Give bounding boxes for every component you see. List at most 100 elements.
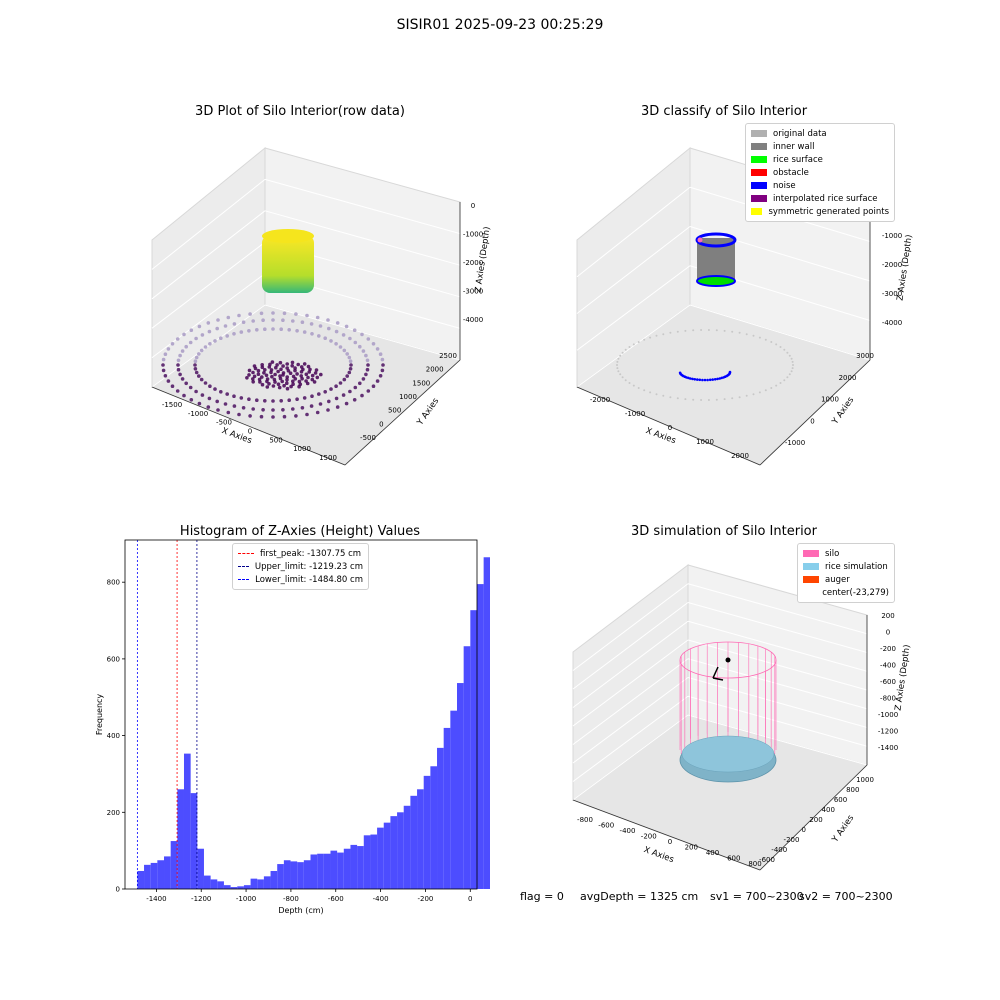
- data-point: [310, 332, 314, 336]
- histogram-bar: [410, 795, 418, 889]
- data-point: [271, 318, 275, 322]
- legend-entry: first_peak: -1307.75 cm: [238, 547, 363, 560]
- legend-label: inner wall: [773, 141, 815, 152]
- x-tick-label: 0: [468, 895, 472, 903]
- data-point: [290, 360, 295, 365]
- data-point: [280, 379, 284, 384]
- histogram-bar: [423, 775, 431, 889]
- histogram-bar: [210, 879, 218, 889]
- data-point: [285, 366, 289, 370]
- data-point: [347, 370, 352, 375]
- data-point: [260, 382, 265, 387]
- data-point: [194, 370, 199, 375]
- data-point: [381, 363, 385, 367]
- data-point: [216, 318, 220, 322]
- y-tick-label: -600: [759, 856, 775, 864]
- data-point: [279, 367, 283, 372]
- data-point: [260, 363, 264, 367]
- data-point: [197, 374, 201, 378]
- data-point: [775, 343, 778, 346]
- data-point: [285, 381, 289, 385]
- histogram-bar: [337, 852, 344, 889]
- histogram-bar: [397, 812, 404, 889]
- data-point: [248, 312, 252, 316]
- histogram-bar: [370, 834, 378, 889]
- data-point: [286, 369, 291, 373]
- data-point: [178, 372, 182, 377]
- data-point: [189, 328, 194, 332]
- legend-swatch: [751, 208, 763, 215]
- data-point: [310, 394, 314, 398]
- data-point: [783, 379, 786, 382]
- data-point: [265, 385, 270, 389]
- data-point: [365, 367, 370, 372]
- data-point: [299, 374, 303, 378]
- data-point: [193, 367, 198, 371]
- x-tick-label: 1000: [293, 445, 311, 453]
- grid-line: [687, 602, 868, 653]
- data-point: [315, 315, 320, 320]
- data-point: [270, 374, 274, 379]
- data-point: [344, 401, 349, 406]
- data-point: [319, 372, 323, 377]
- data-point: [285, 362, 289, 366]
- histogram-bar: [303, 860, 311, 889]
- data-point: [207, 329, 212, 334]
- legend-label: symmetric generated points: [768, 206, 889, 217]
- x-tick-label: 500: [269, 436, 282, 444]
- y-tick-label: 400: [822, 806, 835, 814]
- data-point: [700, 399, 703, 401]
- data-point: [170, 384, 175, 388]
- data-point: [247, 368, 252, 373]
- data-point: [380, 368, 385, 373]
- data-point: [353, 385, 358, 390]
- histogram-bar: [250, 878, 258, 889]
- data-point: [258, 380, 262, 384]
- data-point: [788, 373, 791, 376]
- data-point: [265, 379, 269, 384]
- legend-swatch: [751, 143, 767, 150]
- data-point: [335, 405, 340, 409]
- legend-entry: Lower_limit: -1484.80 cm: [238, 573, 363, 586]
- x-tick-label: 400: [706, 849, 719, 857]
- plot1-3d-axes: -1500-1000-500050010001500-5000500100015…: [150, 146, 493, 466]
- data-point: [208, 342, 212, 346]
- data-point: [345, 374, 349, 378]
- avg-depth-status: avgDepth = 1325 cm: [580, 890, 699, 903]
- data-point: [342, 377, 347, 382]
- data-point: [700, 329, 703, 331]
- data-point: [371, 384, 376, 388]
- grid-line: [572, 714, 689, 801]
- grid-line: [151, 179, 266, 270]
- data-point: [707, 399, 710, 401]
- data-point: [616, 364, 618, 366]
- data-point: [364, 353, 368, 358]
- data-point: [215, 399, 219, 404]
- data-point: [223, 402, 228, 406]
- axis-line: [572, 799, 761, 871]
- data-point: [649, 391, 652, 394]
- data-point: [306, 375, 310, 380]
- data-point: [758, 336, 761, 339]
- data-point: [285, 386, 290, 391]
- histogram-bar: [283, 860, 291, 889]
- z-tick-label: -4000: [463, 316, 483, 324]
- y-tick-label: 2500: [439, 352, 457, 360]
- noise-point: [720, 376, 723, 380]
- noise-point: [696, 378, 699, 381]
- grid-line: [572, 695, 689, 782]
- plot2-legend: original data inner wall rice surface obsta…: [745, 123, 895, 222]
- data-point: [669, 396, 672, 399]
- legend-swatch: [803, 589, 816, 596]
- data-point: [745, 394, 748, 397]
- data-point: [194, 336, 198, 341]
- data-point: [225, 334, 229, 338]
- data-point: [184, 381, 188, 386]
- data-point: [271, 415, 275, 419]
- data-point: [295, 397, 299, 402]
- data-point: [261, 318, 265, 322]
- data-point: [364, 372, 368, 377]
- data-point: [207, 396, 212, 401]
- legend-entry: rice simulation: [803, 560, 889, 573]
- grid-line: [687, 677, 868, 728]
